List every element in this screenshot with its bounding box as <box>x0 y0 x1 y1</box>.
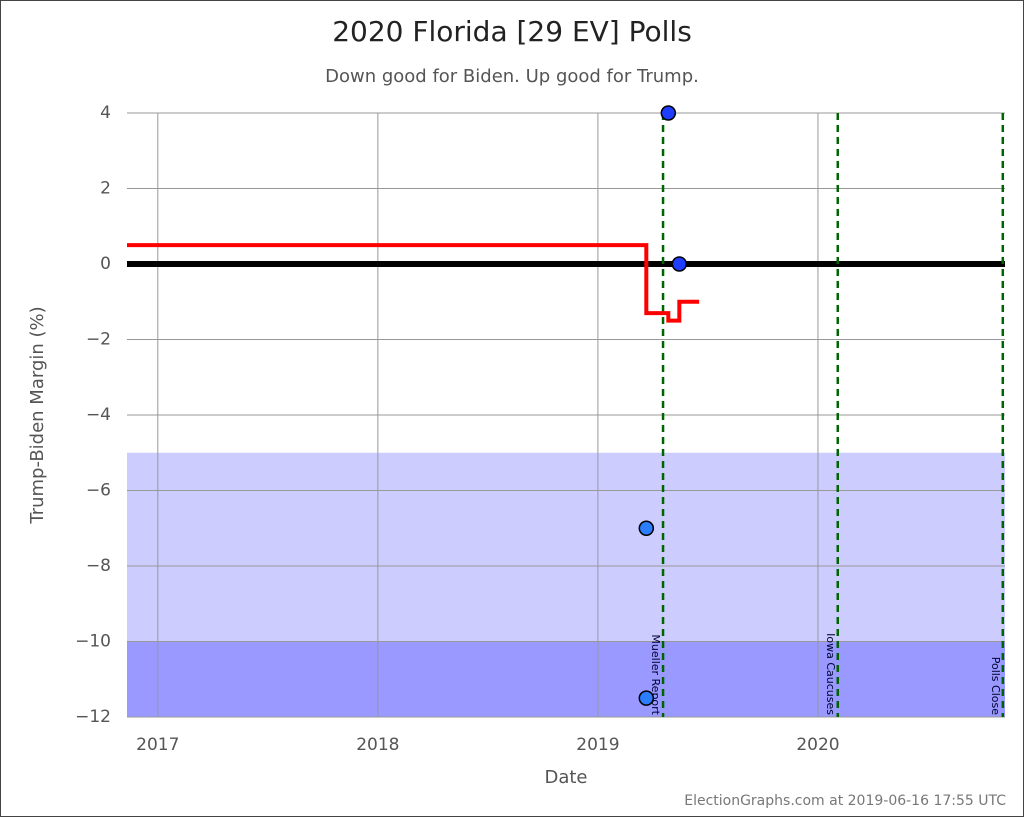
x-tick-label: 2020 <box>796 735 839 755</box>
event-label: Polls Close <box>989 657 1002 716</box>
poll-point <box>638 520 655 536</box>
footer: ElectionGraphs.com at 2019-06-16 17:55 U… <box>684 793 1006 809</box>
y-tick-label: −6 <box>86 481 111 501</box>
poll-point <box>671 256 688 272</box>
y-tick-label: −2 <box>86 330 111 350</box>
chart-title: 2020 Florida [29 EV] Polls <box>332 15 692 48</box>
chart-subtitle: Down good for Biden. Up good for Trump. <box>325 66 699 87</box>
x-tick-label: 2018 <box>356 735 399 755</box>
x-tick-label: 2019 <box>576 735 619 755</box>
y-tick-label: 0 <box>100 254 111 274</box>
y-tick-label: −12 <box>75 707 111 727</box>
event-label: Iowa Caucuses <box>824 633 837 715</box>
y-tick-label: −10 <box>75 632 111 652</box>
y-tick-label: 2 <box>100 179 111 199</box>
poll-point <box>638 690 655 706</box>
y-axis-label: Trump-Biden Margin (%) <box>27 306 48 524</box>
y-tick-label: −4 <box>86 405 111 425</box>
average-line <box>127 243 700 323</box>
y-tick-label: 4 <box>100 103 111 123</box>
x-tick-label: 2017 <box>136 735 179 755</box>
band <box>127 641 1005 717</box>
x-axis-label: Date <box>544 767 587 788</box>
poll-point <box>660 105 677 121</box>
y-tick-label: −8 <box>86 556 111 576</box>
band <box>127 452 1005 642</box>
